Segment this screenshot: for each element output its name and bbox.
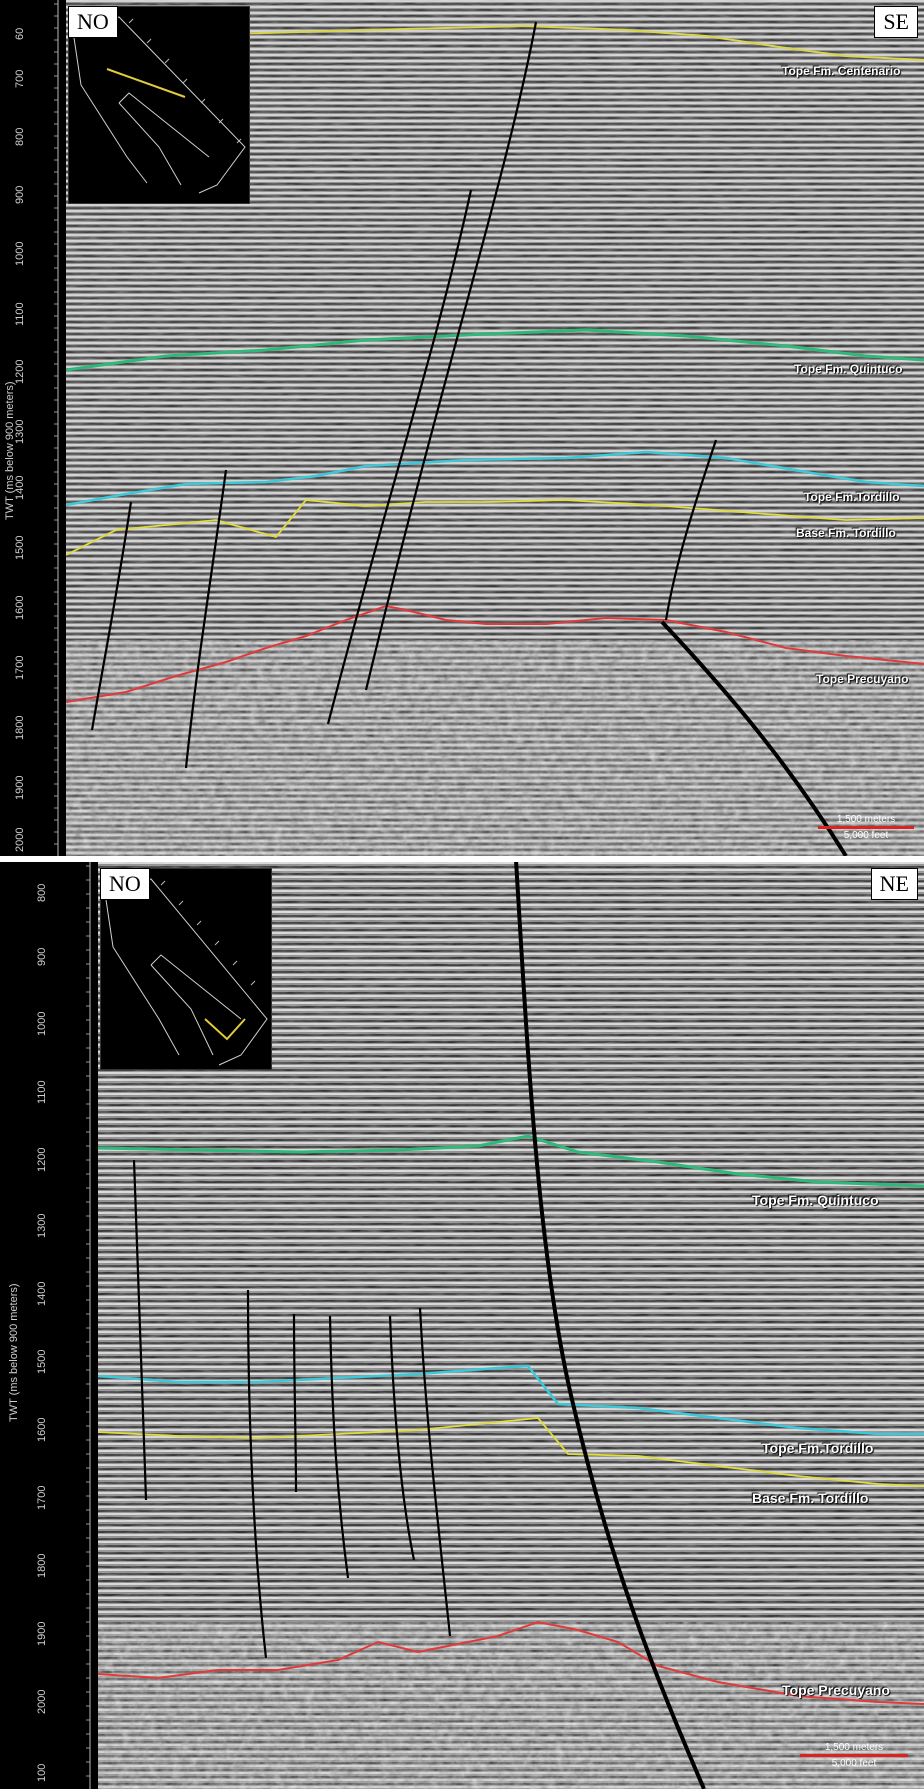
location-map	[104, 878, 268, 1066]
scale-bar: 1,500 meters 5,000 feet	[800, 1742, 908, 1769]
location-map-inset	[100, 868, 272, 1070]
panel-divider	[0, 856, 924, 862]
scale-metric: 1,500 meters	[836, 814, 896, 825]
label-ne: NE	[870, 868, 918, 900]
label-tope-quintuco: Tope Fm. Quintuco	[752, 1192, 879, 1208]
scale-metric: 1,500 meters	[824, 1742, 884, 1753]
label-tope-centenario: Tope Fm. Centenario	[782, 64, 901, 78]
label-tope-precuyano: Tope Precuyano	[816, 672, 909, 686]
label-no: NO	[100, 868, 150, 900]
horizon-tope-precuyano	[98, 1620, 924, 1705]
horizon-tope-tordillo	[98, 1364, 924, 1436]
horizon-tope-quintuco	[98, 1134, 924, 1188]
label-no: NO	[68, 6, 118, 38]
scale-bar-line	[818, 826, 914, 829]
seismic-section-top: TWT (ms below 900 meters) 60 700 800 900…	[0, 0, 924, 856]
horizon-base-tordillo	[66, 499, 924, 556]
label-tope-precuyano: Tope Precuyano	[782, 1682, 890, 1698]
label-base-tordillo: Base Fm. Tordillo	[796, 526, 896, 540]
scale-imperial: 5,000 feet	[831, 1758, 877, 1769]
scale-bar: 1,500 meters 5,000 feet	[818, 814, 914, 841]
axis-ticks	[86, 862, 91, 1789]
seismic-section-bottom: TWT (ms below 900 meters) 800 900 1000 1…	[0, 862, 924, 1789]
fault-lines	[132, 862, 706, 1789]
section-location-line	[204, 1018, 246, 1041]
section-location-line	[106, 68, 186, 98]
label-tope-quintuco: Tope Fm. Quintuco	[794, 362, 903, 376]
horizon-tope-quintuco	[66, 328, 924, 372]
horizon-tope-centenario	[225, 24, 924, 61]
scale-bar-line	[800, 1754, 908, 1757]
seismic-image	[98, 862, 924, 1789]
label-base-tordillo: Base Fm. Tordillo	[752, 1490, 869, 1506]
scale-imperial: 5,000 feet	[843, 830, 889, 841]
horizon-tope-tordillo	[66, 450, 924, 507]
fault-lines	[90, 21, 848, 856]
horizon-tope-precuyano	[66, 604, 924, 703]
horizon-base-tordillo	[98, 1417, 924, 1487]
twt-axis: TWT (ms below 900 meters) 60 700 800 900…	[0, 0, 66, 856]
label-tope-tordillo: Tope Fm.Tordillo	[804, 490, 900, 504]
location-map-inset	[68, 6, 250, 204]
axis-ticks	[54, 0, 59, 856]
label-tope-tordillo: Tope Fm.Tordillo	[762, 1440, 874, 1456]
label-se: SE	[874, 6, 918, 38]
twt-axis: TWT (ms below 900 meters) 800 900 1000 1…	[0, 862, 98, 1789]
location-map	[72, 16, 246, 194]
